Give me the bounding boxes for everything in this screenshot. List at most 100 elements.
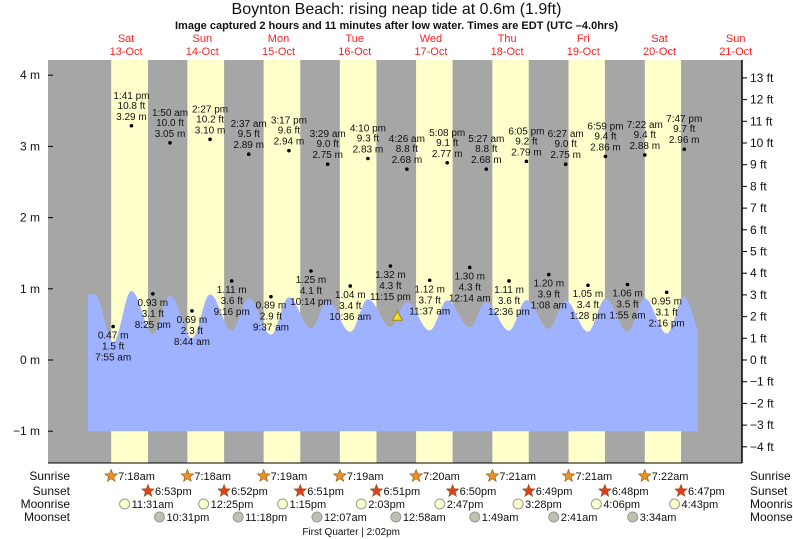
- sunset-icon: [141, 483, 155, 497]
- high-tide-marker: [325, 162, 330, 166]
- high-tide-ft: 9.0 ft: [317, 139, 339, 150]
- sunrise-icon: [485, 468, 500, 482]
- high-tide-time: 1:50 am: [152, 108, 188, 119]
- low-tide-time: 9:37 am: [253, 323, 289, 334]
- row-label-sunrise: Sunrise: [29, 469, 70, 483]
- low-tide-ft: 3.6 ft: [498, 296, 520, 307]
- high-tide-ft: 10.8 ft: [118, 101, 146, 112]
- moonset-time: 10:31pm: [166, 512, 209, 524]
- moonrise-icon: [198, 498, 210, 510]
- left-axis-tick-label: 1 m: [20, 282, 40, 296]
- sunrise-icon: [180, 468, 195, 482]
- moonrise-time: 3:28pm: [525, 499, 562, 511]
- row-label-moonrise: Moonrise: [21, 497, 71, 511]
- high-tide-m: 2.77 m: [432, 149, 463, 160]
- high-tide-time: 6:05 pm: [508, 126, 544, 137]
- low-tide-ft: 3.1 ft: [656, 307, 678, 318]
- sunset-time: 6:52pm: [231, 486, 268, 498]
- moonset-icon: [548, 511, 560, 523]
- day-label-date: 17-Oct: [414, 46, 447, 58]
- sunset-icon: [217, 483, 232, 497]
- sunset-time: 6:53pm: [155, 486, 192, 498]
- day-label-dow: Sat: [651, 33, 668, 45]
- high-tide-marker: [682, 147, 687, 152]
- right-axis-tick-label: 12 ft: [750, 93, 774, 107]
- sunrise-time: 7:19am: [271, 471, 308, 483]
- low-tide-marker: [229, 279, 234, 283]
- chart-title: Boynton Beach: rising neap tide at 0.6m …: [231, 1, 562, 18]
- high-tide-ft: 9.5 ft: [238, 129, 260, 140]
- high-tide-m: 3.10 m: [195, 125, 226, 136]
- sunset-time: 6:51pm: [307, 486, 344, 498]
- moonset-icon: [232, 511, 244, 523]
- moonset-icon: [311, 511, 323, 523]
- row-label-sunset: Sunset: [33, 484, 71, 498]
- high-tide-time: 6:59 pm: [587, 121, 623, 132]
- low-tide-time: 7:55 am: [95, 353, 131, 364]
- sunset-time: 6:50pm: [460, 486, 497, 498]
- low-tide-marker: [467, 265, 472, 270]
- sunrise-icon: [332, 468, 347, 482]
- high-tide-marker: [366, 156, 370, 161]
- low-tide-m: 1.05 m: [573, 289, 604, 300]
- moonset-time: 1:49am: [482, 512, 519, 524]
- low-tide-marker: [427, 278, 432, 283]
- sunset-icon: [369, 483, 384, 497]
- low-tide-m: 0.95 m: [651, 296, 682, 307]
- moonrise-time: 4:06pm: [603, 499, 640, 511]
- low-tide-time: 2:16 pm: [649, 318, 685, 329]
- row-label-sunrise-right: Sunrise: [750, 469, 791, 483]
- high-tide-ft: 9.6 ft: [278, 126, 300, 137]
- moonset-time: 3:34am: [640, 512, 677, 524]
- sunrise-time: 7:19am: [347, 471, 384, 483]
- high-tide-marker: [246, 152, 251, 157]
- high-tide-marker: [208, 137, 212, 142]
- low-tide-m: 1.32 m: [375, 270, 406, 281]
- moonrise-time: 4:43pm: [681, 499, 718, 511]
- sunrise-time: 7:18am: [118, 471, 155, 483]
- sunset-icon: [597, 483, 612, 497]
- moonrise-icon: [512, 498, 524, 510]
- moonrise-time: 2:47pm: [447, 499, 484, 511]
- left-axis-tick-label: 3 m: [20, 139, 40, 153]
- sunset-time: 6:48pm: [612, 486, 649, 498]
- row-label-sunset-right: Sunset: [750, 484, 788, 498]
- high-tide-m: 2.75 m: [312, 150, 343, 161]
- sunrise-icon: [637, 468, 652, 482]
- moonrise-icon: [355, 498, 367, 510]
- high-tide-m: 2.68 m: [471, 155, 502, 166]
- sunset-icon: [445, 483, 460, 497]
- moonset-icon: [627, 511, 639, 523]
- moonset-icon: [390, 511, 402, 523]
- high-tide-ft: 9.4 ft: [594, 131, 616, 142]
- left-axis-tick-label: 0 m: [20, 353, 40, 367]
- low-tide-m: 1.20 m: [534, 279, 565, 290]
- low-tide-ft: 2.3 ft: [181, 326, 203, 337]
- moonrise-time: 11:31am: [132, 499, 174, 511]
- sunset-icon: [293, 483, 308, 497]
- moonrise-time: 12:25pm: [211, 499, 254, 511]
- low-tide-ft: 3.5 ft: [616, 300, 638, 311]
- low-tide-ft: 4.3 ft: [379, 281, 401, 292]
- high-tide-ft: 9.3 ft: [357, 134, 379, 145]
- low-tide-time: 9:16 pm: [214, 307, 250, 318]
- right-axis-tick-label: −3 ft: [750, 418, 774, 432]
- high-tide-marker: [405, 167, 409, 171]
- high-tide-time: 3:29 am: [310, 129, 346, 140]
- low-tide-ft: 3.7 ft: [419, 295, 441, 306]
- moonrise-icon: [434, 498, 446, 510]
- low-tide-marker: [269, 294, 273, 299]
- right-axis-tick-label: 10 ft: [750, 136, 774, 150]
- high-tide-ft: 10.0 ft: [156, 118, 184, 129]
- high-tide-marker: [642, 153, 647, 157]
- sunrise-time: 7:22am: [652, 471, 689, 483]
- low-tide-time: 1:55 am: [609, 311, 645, 322]
- row-label-moonrise-right: Moonrise: [750, 497, 793, 511]
- right-axis-tick-label: −1 ft: [750, 375, 774, 389]
- moonrise-icon: [276, 498, 288, 510]
- high-tide-time: 3:17 pm: [271, 116, 307, 127]
- left-axis-tick-label: −1 m: [13, 424, 40, 438]
- sunset-icon: [521, 483, 536, 497]
